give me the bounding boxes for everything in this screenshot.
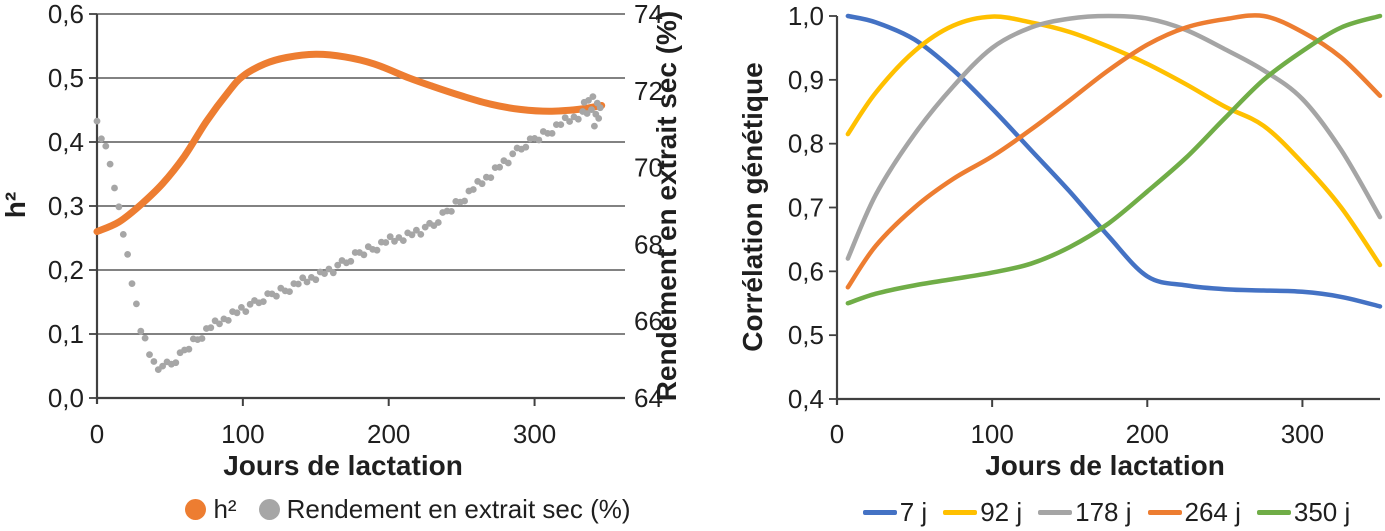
legend-label: h² <box>213 494 237 524</box>
svg-text:0,9: 0,9 <box>788 65 824 95</box>
axes <box>89 13 625 406</box>
svg-text:0,5: 0,5 <box>788 320 824 350</box>
correlation-curve-178j <box>845 13 1383 261</box>
rendement-legend-marker-icon <box>258 499 280 520</box>
right-chart-legend: 7 j 92 j 178 j 264 j 350 j <box>828 497 1385 528</box>
line-264j-legend-marker-icon <box>1147 510 1182 515</box>
svg-text:0: 0 <box>830 419 844 449</box>
svg-text:200: 200 <box>1126 419 1169 449</box>
gridlines <box>97 13 625 335</box>
svg-text:0,0: 0,0 <box>48 383 84 413</box>
correlation-curve-350j <box>845 13 1383 306</box>
h2-legend-marker-icon <box>185 499 207 520</box>
svg-text:0,3: 0,3 <box>48 191 84 221</box>
genetic-correlation-plot: 1,0 0,9 0,8 0,7 0,6 0,5 0,40 100 200 300 <box>788 1 1383 449</box>
svg-text:72: 72 <box>634 76 663 106</box>
left-chart-x-axis-title: Jours de lactation <box>223 450 463 481</box>
tick-labels: 1,0 0,9 0,8 0,7 0,6 0,5 0,40 100 200 300 <box>788 1 1324 449</box>
legend-item-h2: h² <box>185 494 237 525</box>
svg-text:0,4: 0,4 <box>48 127 84 157</box>
correlation-curve-92j <box>845 14 1383 268</box>
svg-text:0: 0 <box>90 419 104 449</box>
legend-item-350j: 350 j <box>1256 497 1351 528</box>
legend-label: Rendement en extrait sec (%) <box>286 494 631 524</box>
tick-labels: 0,6 0,5 0,4 0,3 0,2 0,1 0,0 74 72 70 68 66 64 0 100 200… <box>48 0 663 449</box>
svg-text:0,4: 0,4 <box>788 384 824 414</box>
correlation-y-axis-title: Corrélation génétique <box>737 62 768 352</box>
svg-text:70: 70 <box>634 153 663 183</box>
line-350j-legend-marker-icon <box>1256 510 1291 515</box>
svg-text:0,6: 0,6 <box>48 0 84 29</box>
svg-text:1,0: 1,0 <box>788 1 824 31</box>
series <box>93 50 606 373</box>
correlation-curve-264j <box>845 13 1383 290</box>
svg-text:0,6: 0,6 <box>788 256 824 286</box>
right-chart-x-axis-title: Jours de lactation <box>985 450 1225 481</box>
rendement-scatter <box>93 93 604 373</box>
legend-label: 92 j <box>980 497 1023 527</box>
line-178j-legend-marker-icon <box>1038 510 1073 515</box>
legend-label: 178 j <box>1075 497 1132 527</box>
legend-item-7j: 7 j <box>862 497 928 528</box>
left-chart-legend: h² Rendement en extrait sec (%) <box>97 494 719 525</box>
svg-text:300: 300 <box>513 419 556 449</box>
svg-text:300: 300 <box>1281 419 1324 449</box>
line-92j-legend-marker-icon <box>943 510 978 515</box>
svg-text:100: 100 <box>221 419 264 449</box>
correlation-curve-7j <box>845 13 1383 309</box>
svg-text:100: 100 <box>970 419 1013 449</box>
right-y-axis-title: Rendement en extrait sec (%) <box>651 10 682 402</box>
h2-curve <box>93 50 606 236</box>
legend-item-264j: 264 j <box>1147 497 1241 528</box>
left-y-axis-title: h² <box>0 191 31 219</box>
svg-text:68: 68 <box>634 229 663 259</box>
svg-text:0,8: 0,8 <box>788 129 824 159</box>
svg-text:0,1: 0,1 <box>48 319 84 349</box>
svg-text:0,2: 0,2 <box>48 255 84 285</box>
svg-text:66: 66 <box>634 306 663 336</box>
series <box>845 13 1383 309</box>
axes <box>829 15 1380 407</box>
line-7j-legend-marker-icon <box>862 510 897 515</box>
svg-text:0,5: 0,5 <box>48 63 84 93</box>
legend-item-92j: 92 j <box>943 497 1022 528</box>
legend-item-rendement: Rendement en extrait sec (%) <box>258 494 631 525</box>
legend-item-178j: 178 j <box>1038 497 1132 528</box>
h2-rendement-plot: 0,6 0,5 0,4 0,3 0,2 0,1 0,0 74 72 70 68 66 64 0 100 200… <box>48 0 663 449</box>
svg-text:74: 74 <box>634 0 663 29</box>
svg-text:64: 64 <box>634 383 663 413</box>
legend-label: 7 j <box>899 497 928 527</box>
legend-label: 350 j <box>1293 497 1351 527</box>
svg-text:0,7: 0,7 <box>788 193 824 223</box>
legend-label: 264 j <box>1184 497 1241 527</box>
svg-text:200: 200 <box>367 419 410 449</box>
